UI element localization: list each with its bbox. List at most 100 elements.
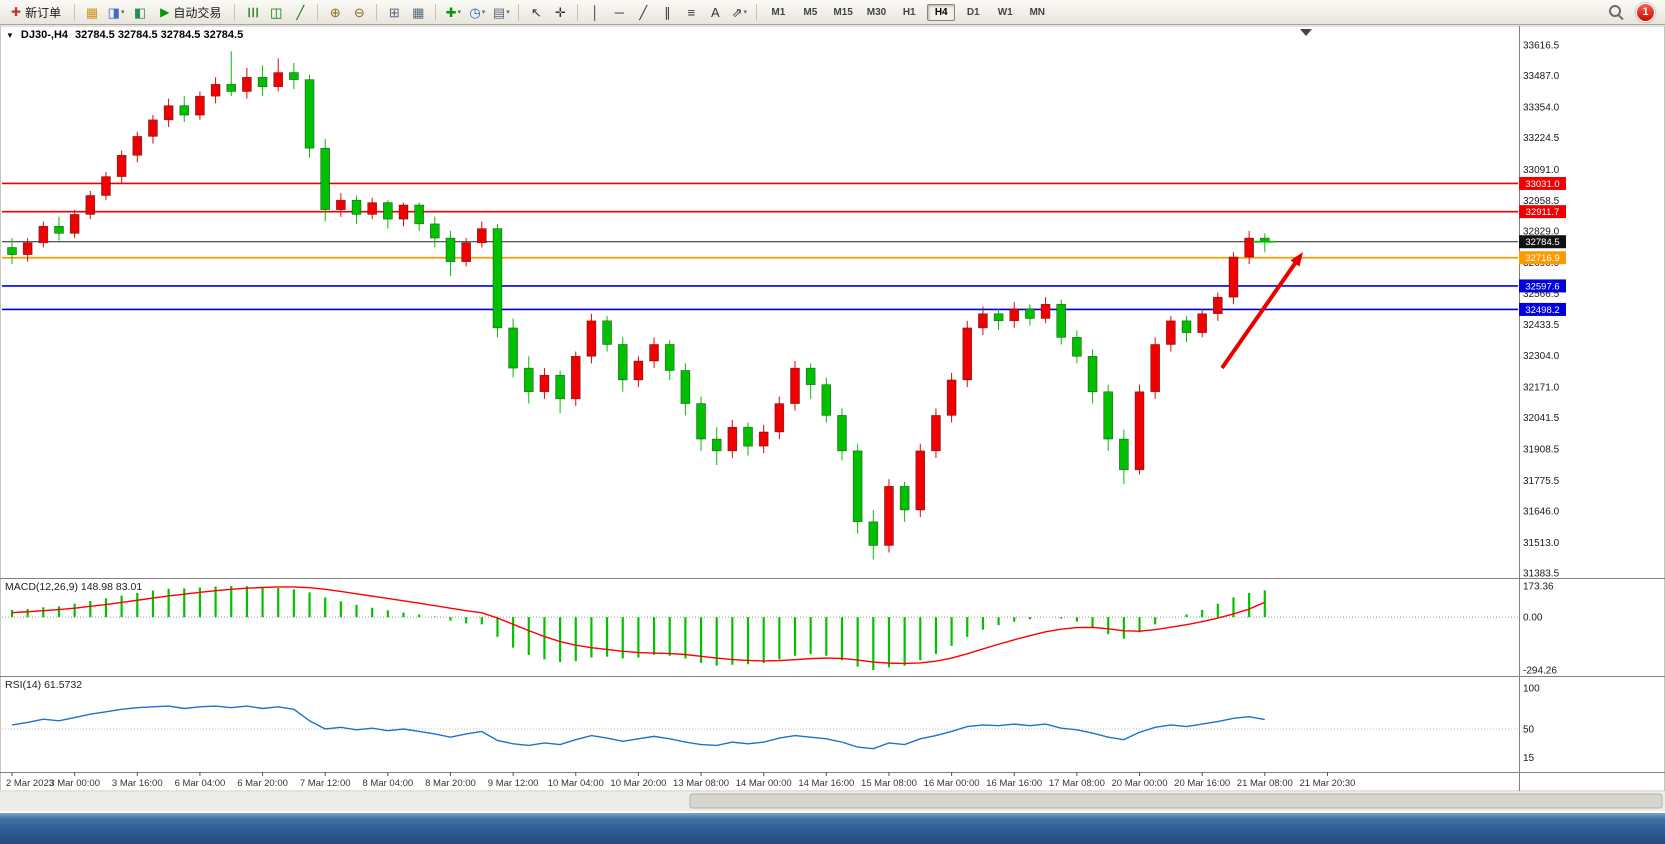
vertical-line-icon[interactable]: │ [584,2,606,23]
cursor-icon: ↖ [530,4,542,20]
timeframe-button-mn[interactable]: MN [1029,6,1046,18]
charts-icon[interactable]: ▦ [81,2,103,23]
auto-arrange-icon[interactable]: ▦ [407,2,429,23]
scrollbar-thumb[interactable] [689,793,1663,809]
svg-text:50: 50 [1523,725,1535,736]
svg-text:21 Mar 20:30: 21 Mar 20:30 [1299,778,1355,789]
bottom-status-strip [0,813,1665,844]
svg-text:8 Mar 04:00: 8 Mar 04:00 [362,778,413,789]
profiles-icon[interactable]: ◨ ▾ [105,2,127,23]
macd-signal-line [11,586,1266,665]
horizontal-lines [2,182,1518,311]
timeframe-button-h4[interactable]: H4 [927,3,956,21]
notification-badge[interactable]: 1 [1636,2,1655,22]
svg-text:33031.0: 33031.0 [1525,179,1559,190]
timeframe-button-d1[interactable]: D1 [966,6,980,18]
svg-text:32498.2: 32498.2 [1525,305,1559,316]
timeframe-button-m15[interactable]: M15 [833,6,853,18]
svg-text:16 Mar 00:00: 16 Mar 00:00 [924,778,980,789]
data-window-icon[interactable]: ◧ [129,2,151,23]
vertical-line-icon: │ [591,4,600,20]
svg-text:32433.5: 32433.5 [1523,320,1560,331]
svg-text:15 Mar 08:00: 15 Mar 08:00 [861,778,917,789]
horizontal-line-icon[interactable]: ─ [608,2,630,23]
one-click-trading-toggle[interactable]: ▼ [6,30,14,40]
cursor-icon[interactable]: ↖ [525,2,547,23]
crosshair-icon[interactable]: ✛ [549,2,571,23]
svg-text:32829.0: 32829.0 [1523,227,1560,238]
svg-text:32041.5: 32041.5 [1523,413,1560,424]
svg-text:32784.5: 32784.5 [1525,237,1559,248]
chart-symbol-period: DJ30-,H4 [20,29,68,41]
timeframe-button-w1[interactable]: W1 [997,6,1013,18]
templates-icon[interactable]: ▤ ▾ [490,2,512,23]
arrows-icon[interactable]: ⇗ ▾ [728,2,750,23]
fibonacci-icon[interactable]: ≡ [680,2,702,23]
toolbar-separator [74,3,76,21]
toolbar-separator [577,3,579,21]
new-order-button-label: 新订单 [25,5,62,20]
indicators-icon: ✚ [445,4,457,20]
svg-text:31646.0: 31646.0 [1523,506,1560,517]
candlestick-icon: ◫ [270,4,283,20]
templates-icon-dropdown-caret: ▾ [506,8,510,16]
svg-text:33091.0: 33091.0 [1523,165,1560,176]
line-chart-icon: ╱ [296,4,305,20]
price-badge-32597.6 [1519,279,1566,293]
candlestick-icon[interactable]: ◫ [265,2,287,23]
auto-trading-button[interactable]: ▶ 自动交易 [153,1,228,24]
new-order-button[interactable]: ✚ 新订单 [4,1,68,24]
horizontal-line-icon: ─ [614,4,624,20]
rsi-panel: RSI(14) 61.5732 100 50 15 [2,679,1540,764]
indicators-icon[interactable]: ✚ ▾ [442,2,464,23]
timeframe-button-m5[interactable]: M5 [803,6,818,18]
zoom-out-icon[interactable]: ⊖ [348,2,370,23]
price-badge-32716.9 [1519,251,1566,265]
timeframe-button-m30[interactable]: M30 [866,6,887,18]
price-badge-32784.5 [1519,235,1566,249]
svg-text:13 Mar 08:00: 13 Mar 08:00 [673,778,729,789]
toolbar-right-section: 1 [1609,2,1661,22]
svg-text:6 Mar 20:00: 6 Mar 20:00 [237,778,288,789]
arrows-icon-dropdown-caret: ▾ [743,8,748,16]
channel-icon[interactable]: ∥ [656,2,678,23]
bar-chart-icon[interactable]: ☰ [241,2,263,23]
search-icon[interactable] [1609,4,1624,20]
fibonacci-icon: ≡ [687,4,696,20]
templates-icon: ▤ [492,4,506,20]
timeframe-button-m1[interactable]: M1 [771,6,786,18]
svg-text:8 Mar 20:00: 8 Mar 20:00 [425,778,476,789]
zoom-in-icon[interactable]: ⊕ [324,2,346,23]
toolbar-separator [756,3,758,21]
auto-trading-icon: ▶ [160,5,170,19]
text-icon[interactable]: A [704,2,726,23]
price-badge-32498.2 [1519,302,1566,316]
indicators-icon-dropdown-caret: ▾ [457,8,462,16]
channel-icon: ∥ [664,4,671,20]
bar-chart-icon: ☰ [244,6,260,18]
chart-title: ▼ DJ30-,H4 32784.5 32784.5 32784.5 32784… [6,29,243,41]
svg-text:33487.0: 33487.0 [1523,71,1560,82]
timeframe-button-h1[interactable]: H1 [902,6,916,18]
svg-text:3 Mar 00:00: 3 Mar 00:00 [49,778,100,789]
trend-arrow-annotation[interactable] [1220,252,1303,370]
svg-text:2 Mar 2023: 2 Mar 2023 [6,778,54,789]
line-chart-icon[interactable]: ╱ [289,2,311,23]
svg-text:33354.0: 33354.0 [1523,103,1560,114]
svg-text:7 Mar 12:00: 7 Mar 12:00 [300,778,351,789]
periods-icon[interactable]: ◷ ▾ [466,2,488,23]
svg-text:6 Mar 04:00: 6 Mar 04:00 [175,778,226,789]
svg-text:14 Mar 16:00: 14 Mar 16:00 [798,778,854,789]
price-badge-33031.0 [1519,176,1566,190]
svg-text:32171.0: 32171.0 [1523,382,1560,393]
trendline-icon[interactable]: ╱ [632,2,654,23]
chart-shift-marker[interactable] [1300,29,1312,36]
svg-text:15: 15 [1523,753,1535,764]
svg-text:32304.0: 32304.0 [1523,351,1560,362]
rsi-label: RSI(14) 61.5732 [5,679,82,691]
tile-windows-icon[interactable]: ⊞ [383,2,405,23]
price-axis: 33616.5 33487.0 33354.0 33224.5 33091.0 32958… [1523,41,1560,580]
svg-text:100: 100 [1523,684,1540,695]
chart-ohlc-values: 32784.5 32784.5 32784.5 32784.5 [75,29,244,41]
